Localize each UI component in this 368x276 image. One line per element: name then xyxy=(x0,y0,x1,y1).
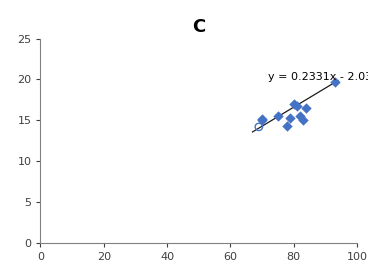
Point xyxy=(294,104,300,108)
Point xyxy=(259,116,265,121)
Point xyxy=(259,118,265,123)
Point xyxy=(291,102,297,106)
Point xyxy=(300,117,306,122)
Point xyxy=(297,114,303,118)
Point xyxy=(275,114,281,118)
Point xyxy=(256,125,262,129)
Point xyxy=(332,80,338,84)
Point xyxy=(303,106,309,110)
Point xyxy=(284,124,290,128)
Text: y = 0.2331x - 2.0372: y = 0.2331x - 2.0372 xyxy=(268,72,368,82)
Point xyxy=(287,116,293,120)
Title: C: C xyxy=(192,18,205,36)
